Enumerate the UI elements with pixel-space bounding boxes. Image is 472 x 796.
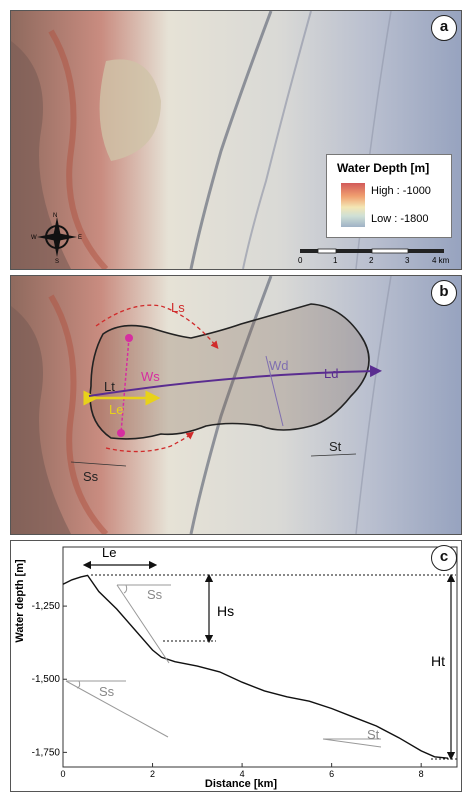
label-ls: Ls (171, 300, 185, 315)
y-tick-label: -1,500 (32, 674, 61, 685)
label-ss-upper: Ss (147, 587, 163, 602)
label-le-c: Le (102, 545, 116, 560)
label-ht: Ht (431, 653, 445, 669)
label-wd: Wd (269, 358, 289, 373)
scale-tick-0: 0 (298, 256, 303, 265)
scale-tick-2: 2 (369, 256, 374, 265)
compass-n: N (53, 213, 57, 219)
label-st-c: St (367, 727, 380, 742)
label-ss: Ss (83, 469, 99, 484)
x-tick-label: 0 (60, 769, 65, 779)
x-tick-label: 6 (329, 769, 334, 779)
ss-lower-slope (65, 680, 169, 738)
y-tick-label: -1,750 (32, 747, 61, 758)
y-axis-label: Water depth [m] (14, 559, 26, 643)
scale-tick-4: 4 km (432, 256, 450, 265)
x-tick-label: 8 (419, 769, 424, 779)
y-tick-label: -1,250 (32, 601, 61, 612)
st-slope (322, 738, 382, 748)
map-b-background: Ls Lt Ws Le Wd Ld St Ss (11, 276, 461, 534)
panel-a-label: a (431, 15, 457, 41)
map-a-background (11, 11, 461, 269)
compass-e: E (78, 235, 82, 241)
panel-a-map: a N S E W Water Depth [m] High : -1000 L… (10, 10, 462, 270)
plot-frame (62, 546, 458, 768)
ss-upper-slope (116, 584, 170, 664)
x-tick-label: 2 (150, 769, 155, 779)
label-hs: Hs (217, 603, 234, 619)
scale-bar: 0 1 2 3 4 km (296, 247, 454, 267)
panel-b-label: b (431, 280, 457, 306)
water-depth-legend: Water Depth [m] High : -1000 Low : -1800 (326, 154, 452, 238)
compass-icon: N S E W (31, 213, 82, 263)
profile-line (62, 574, 449, 759)
compass-s: S (55, 259, 59, 263)
legend-low: Low : -1800 (371, 213, 429, 225)
panel-c-profile: 0 2 4 6 8 -1,250 -1,500 -1,750 Le Ss Ss Hs Ht S… (10, 540, 462, 792)
label-lt: Lt (104, 379, 115, 394)
legend-color-ramp (341, 183, 365, 227)
x-axis-label: Distance [km] (205, 778, 277, 790)
legend-title: Water Depth [m] (337, 161, 430, 175)
label-ld: Ld (324, 366, 338, 381)
x-tick-label: 4 (240, 769, 245, 779)
scale-tick-3: 3 (405, 256, 410, 265)
legend-high: High : -1000 (371, 185, 431, 197)
depth-profile-chart: 0 2 4 6 8 -1,250 -1,500 -1,750 Le Ss Ss Hs Ht S… (14, 545, 458, 790)
panel-c-label: c (431, 545, 457, 571)
compass-w: W (31, 235, 37, 241)
label-le: Le (109, 402, 123, 417)
scale-tick-1: 1 (333, 256, 338, 265)
label-ws: Ws (141, 369, 160, 384)
panel-b-map: Ls Lt Ws Le Wd Ld St Ss b (10, 275, 462, 535)
label-ss-lower: Ss (99, 684, 115, 699)
label-st: St (329, 439, 342, 454)
